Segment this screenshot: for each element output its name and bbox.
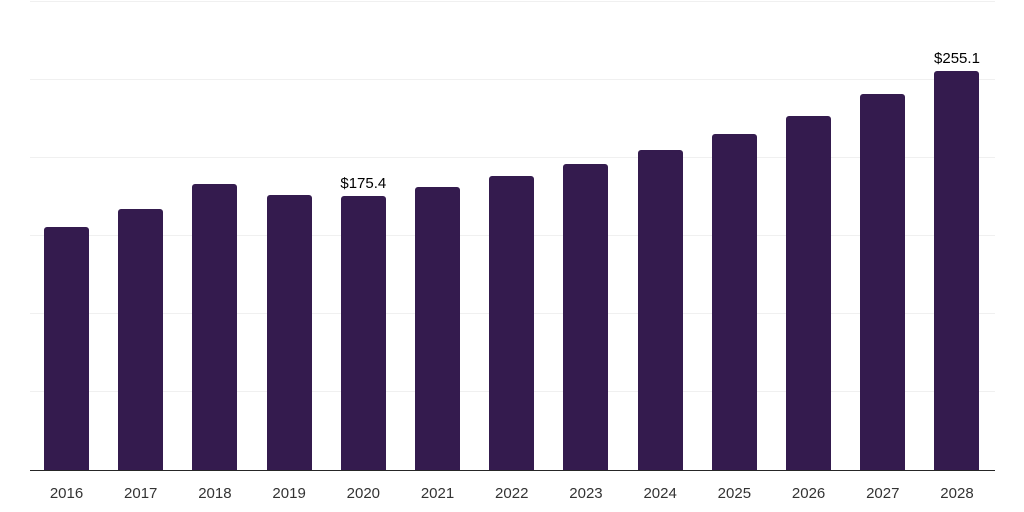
x-tick-2023: 2023	[569, 485, 603, 502]
x-tick-2025: 2025	[717, 485, 752, 502]
bar-value-label-2028: $255.1	[934, 50, 980, 68]
bar-2020	[340, 195, 386, 470]
x-tick-2026: 2026	[791, 485, 826, 502]
bar-2023	[563, 163, 609, 470]
x-tick-2020: 2020	[346, 485, 381, 502]
bar-2021	[415, 187, 461, 470]
bar-2028	[934, 71, 980, 470]
gridline-300	[30, 0, 995, 2]
bar-2024	[637, 149, 683, 470]
x-tick-2016: 2016	[49, 485, 84, 502]
x-tick-2024: 2024	[643, 485, 677, 502]
gridline-200	[30, 156, 995, 158]
x-tick-2018: 2018	[198, 485, 232, 502]
bar-2022	[489, 175, 535, 470]
x-tick-2019: 2019	[272, 485, 306, 502]
bar-2025	[711, 134, 757, 470]
bar-2017	[118, 209, 164, 470]
x-tick-2027: 2027	[866, 485, 900, 502]
x-tick-2021: 2021	[420, 485, 455, 502]
x-tick-2022: 2022	[495, 485, 529, 502]
x-axis-line	[30, 469, 995, 471]
bar-value-label-2020: $175.4	[340, 174, 387, 192]
bar-2027	[860, 94, 906, 470]
gridline-250	[30, 78, 995, 80]
bar-2018	[192, 184, 238, 470]
x-tick-2028: 2028	[940, 485, 974, 502]
bar-2019	[266, 195, 312, 470]
x-tick-2017: 2017	[124, 485, 158, 502]
bar-2026	[786, 115, 832, 470]
bar-2016	[44, 227, 89, 470]
